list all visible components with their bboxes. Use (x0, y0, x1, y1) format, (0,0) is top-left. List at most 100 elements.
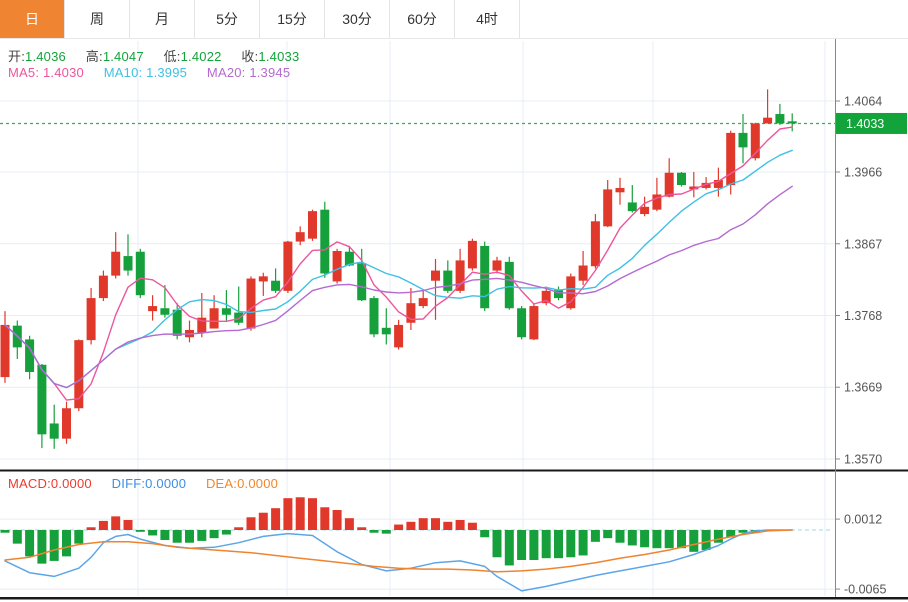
macd-bar (62, 530, 71, 557)
macd-bar (357, 527, 367, 530)
macd-bar (713, 530, 723, 543)
candle-body (541, 290, 551, 304)
macd-bar (234, 527, 244, 530)
axis-tick-label: 1.3768 (844, 309, 882, 323)
candle-body (775, 114, 785, 124)
ma20-line (4, 185, 793, 389)
tab-day[interactable]: 日 (0, 0, 65, 38)
macd-bar (98, 520, 108, 530)
candle-body (381, 327, 391, 335)
dea-line (4, 529, 793, 573)
candle-body (406, 303, 416, 323)
macd-bar (701, 530, 711, 550)
macd-bar (738, 530, 748, 533)
macd-bar (467, 522, 477, 530)
macd-bar (0, 530, 10, 533)
price-axis: 1.4064 1.3966 1.3867 1.3768 1.3669 1.3570 0.00… (835, 39, 886, 597)
macd-bar (12, 530, 22, 544)
tab-4hour[interactable]: 4时 (455, 0, 520, 38)
candle-body (135, 251, 145, 296)
tab-15min[interactable]: 15分 (260, 0, 325, 38)
macd-bar (246, 517, 256, 530)
macd-bar (554, 530, 563, 559)
candle-body (160, 308, 170, 315)
tab-month[interactable]: 月 (130, 0, 195, 38)
macd-bar (185, 530, 194, 543)
tab-60min[interactable]: 60分 (390, 0, 455, 38)
candle-body (172, 309, 182, 336)
macd-bar (86, 527, 96, 530)
candle-body (123, 256, 133, 271)
ma20-readout: MA20: 1.3945 (206, 65, 291, 80)
candle-body (332, 251, 342, 282)
candle-body (344, 251, 354, 266)
macd-bar (160, 530, 170, 540)
macd-bar (492, 530, 502, 558)
candle-body (480, 245, 490, 309)
candle-body (258, 276, 268, 282)
macd-bar (394, 524, 404, 530)
macd-bar (369, 530, 379, 533)
ma5-readout: MA5: 1.4030 (8, 65, 84, 80)
candle-body (640, 206, 650, 215)
macd-bar (640, 530, 650, 548)
axis-tick-label: -0.0065 (844, 583, 886, 597)
axis-tick-label: 1.3570 (844, 452, 882, 466)
macd-histogram (0, 497, 773, 566)
candle-body (443, 270, 453, 291)
candle-body (246, 278, 256, 329)
candle-body (492, 260, 502, 271)
candle-body (37, 364, 47, 435)
macd-bar (135, 530, 145, 532)
candle-body (627, 202, 637, 212)
axis-tick-label: 1.3966 (844, 166, 882, 180)
candle-body (603, 189, 613, 227)
macd-bar (197, 530, 207, 541)
candle-body (0, 324, 10, 378)
candle-body (197, 317, 207, 333)
candlestick-chart[interactable]: 1.4064 1.3966 1.3867 1.3768 1.3669 1.3570 0.00… (0, 39, 908, 602)
candle-body (652, 194, 662, 210)
tab-week[interactable]: 周 (65, 0, 130, 38)
candle-body (357, 263, 367, 301)
candle-body (750, 123, 760, 159)
ma-legend: MA5: 1.4030 MA10: 1.3995 MA20: 1.3945 (8, 65, 306, 80)
gridlines (0, 41, 835, 596)
macd-bar (283, 498, 293, 530)
candle-body (726, 132, 736, 186)
macd-bar (320, 507, 330, 530)
macd-bar (49, 530, 59, 561)
macd-bar (271, 508, 281, 530)
candle-body (320, 209, 330, 274)
candle-body (517, 308, 527, 338)
macd-bar (578, 530, 588, 556)
macd-bar (726, 530, 736, 538)
candle-body (74, 340, 84, 409)
close-readout: 收:1.4033 (241, 49, 300, 64)
candle-body (25, 339, 35, 373)
macd-bar (123, 520, 133, 530)
macd-bar (455, 520, 465, 530)
macd-bar (258, 512, 268, 530)
candle-body (98, 275, 108, 299)
macd-bar (443, 521, 453, 530)
svg-text:1.4033: 1.4033 (846, 117, 884, 131)
candle-body (234, 312, 244, 323)
chart-bottom-border (0, 597, 908, 600)
candles-layer (0, 89, 797, 449)
macd-bar (529, 530, 539, 560)
candle-body (504, 261, 514, 309)
candle-body (148, 306, 158, 312)
macd-bar (25, 530, 35, 557)
candle-body (111, 251, 121, 276)
candle-body (615, 187, 625, 193)
macd-legend: MACD:0.0000 DIFF:0.0000 DEA:0.0000 (8, 476, 294, 491)
macd-bar (381, 530, 391, 534)
tab-30min[interactable]: 30分 (325, 0, 390, 38)
candle-body (86, 298, 96, 341)
candle-body (763, 117, 773, 124)
pane-separator (0, 469, 908, 472)
macd-bar (295, 497, 305, 530)
tab-5min[interactable]: 5分 (195, 0, 260, 38)
